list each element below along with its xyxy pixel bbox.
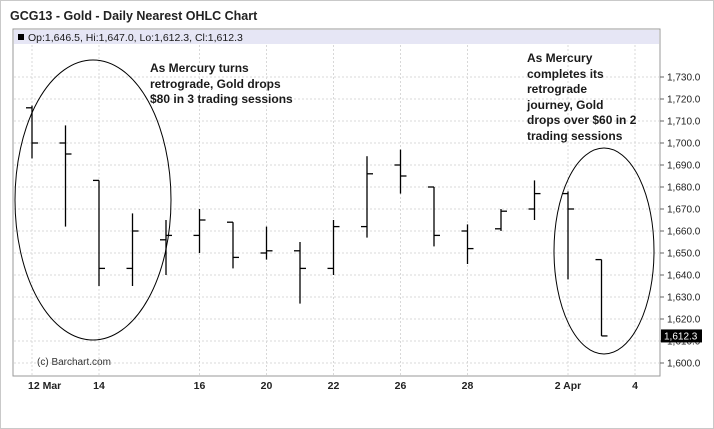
- ohlc-bar: [59, 125, 72, 227]
- x-tick-label: 28: [462, 380, 474, 392]
- x-tick-label: 4: [632, 380, 638, 392]
- ohlc-bar: [528, 180, 541, 220]
- readout-square-icon: [18, 34, 24, 40]
- last-price-badge: [661, 329, 702, 343]
- y-tick-label: 1,650.0: [667, 249, 701, 260]
- ohlc-bars: [26, 105, 608, 337]
- y-tick-label: 1,600.0: [667, 359, 701, 370]
- x-tick-label: 22: [328, 380, 340, 392]
- ohlc-bar: [193, 209, 206, 253]
- watermark: (c) Barchart.com: [37, 357, 111, 368]
- highlight-ellipse-right: [553, 147, 655, 355]
- x-tick-label: 2 Apr: [555, 380, 581, 392]
- x-tick-label: 12 Mar: [28, 380, 61, 392]
- y-axis: 1,600.01,610.01,620.01,630.01,640.01,650…: [660, 73, 701, 370]
- plot-area: [12, 28, 661, 377]
- y-tick-label: 1,670.0: [667, 205, 701, 216]
- y-tick-label: 1,710.0: [667, 117, 701, 128]
- ohlc-bar: [260, 226, 273, 260]
- ohlc-bar: [495, 209, 507, 231]
- x-tick-label: 14: [93, 380, 105, 392]
- ohlc-bar: [595, 258, 608, 337]
- y-tick-label: 1,640.0: [667, 271, 701, 282]
- chart-title: GCG13 - Gold - Daily Nearest OHLC Chart: [10, 9, 258, 23]
- ohlc-readout: Op:1,646.5, Hi:1,647.0, Lo:1,612.3, Cl:1…: [28, 32, 243, 44]
- ohlc-bar: [93, 179, 105, 286]
- ohlc-bar: [428, 186, 440, 247]
- annotation-left: As Mercury turns retrograde, Gold drops …: [150, 61, 293, 106]
- annotation-right: As Mercury completes its retrograde jour…: [527, 51, 637, 143]
- x-tick-label: 20: [261, 380, 273, 392]
- y-tick-label: 1,730.0: [667, 73, 701, 84]
- ohlc-bar: [562, 191, 574, 280]
- ohlc-bar: [227, 221, 239, 269]
- y-tick-label: 1,690.0: [667, 161, 701, 172]
- ohlc-bar: [327, 220, 340, 275]
- highlight-ellipse-left: [14, 59, 172, 341]
- ohlc-bar: [26, 105, 38, 159]
- last-price-marker: 1,612.3: [661, 329, 702, 343]
- y-tick-label: 1,630.0: [667, 293, 701, 304]
- y-tick-label: 1,680.0: [667, 183, 701, 194]
- x-tick-label: 26: [395, 380, 407, 392]
- ohlc-bar: [126, 213, 139, 286]
- ohlc-bar: [461, 224, 474, 264]
- y-tick-label: 1,720.0: [667, 95, 701, 106]
- y-tick-label: 1,700.0: [667, 139, 701, 150]
- ohlc-bar: [361, 156, 373, 238]
- x-axis: 12 Mar 14 16 20 22 26 28 2 Apr 4: [28, 380, 638, 392]
- y-tick-label: 1,620.0: [667, 315, 701, 326]
- ohlc-bar: [394, 149, 407, 194]
- ohlc-bar: [294, 242, 306, 304]
- x-tick-label: 16: [194, 380, 206, 392]
- last-price-label: 1,612.3: [664, 331, 698, 342]
- readout-band: [14, 30, 659, 44]
- y-tick-label: 1,660.0: [667, 227, 701, 238]
